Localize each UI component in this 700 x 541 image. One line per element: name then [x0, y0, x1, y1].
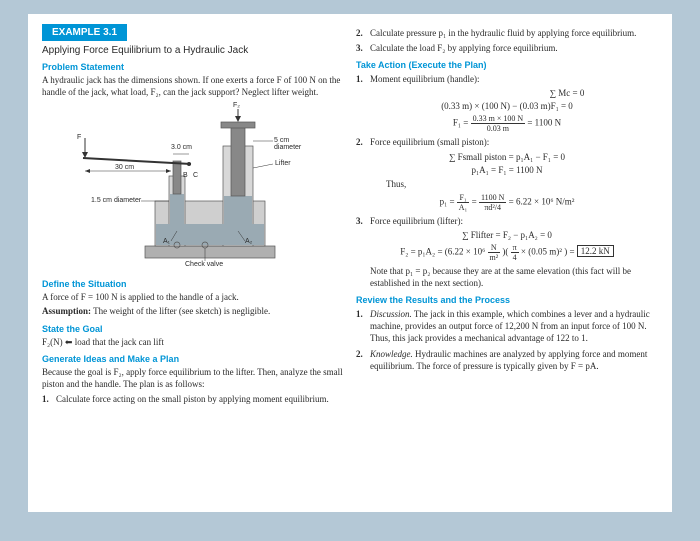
- eq-sum-small: ∑ Fsmall piston = p₁A₁ − F₁ = 0: [356, 152, 658, 162]
- step-num: 2.: [356, 348, 370, 372]
- plan-step-3: 3. Calculate the load F₂ by applying for…: [356, 42, 658, 54]
- example-tag: EXAMPLE 3.1: [42, 24, 127, 41]
- page: EXAMPLE 3.1 Applying Force Equilibrium t…: [28, 14, 672, 512]
- state-pre: F₂(N): [42, 337, 65, 347]
- frac-pi4: π4: [511, 243, 519, 262]
- eq-pa: p₁A₁ = F₁ = 1100 N: [356, 165, 658, 175]
- assumption-text: The weight of the lifter (see sketch) is…: [91, 306, 270, 316]
- define-heading: Define the Situation: [42, 279, 344, 289]
- step-body: Discussion. The jack in this example, wh…: [370, 308, 658, 344]
- step-num: 3.: [356, 215, 370, 227]
- label-15cm: 1.5 cm diameter: [91, 197, 141, 204]
- review-2: 2. Knowledge. Hydraulic machines are ana…: [356, 348, 658, 372]
- label-b: B: [183, 172, 188, 179]
- page-title: Applying Force Equilibrium to a Hydrauli…: [42, 45, 344, 56]
- action-note: Note that p₁ = p₂ because they are at th…: [356, 265, 658, 289]
- define-assumption: Assumption: The weight of the lifter (se…: [42, 305, 344, 317]
- rhs: = 6.22 × 10⁶ N/m²: [509, 196, 575, 206]
- step-text: Calculate pressure p₁ in the hydraulic f…: [370, 27, 636, 39]
- label-30cm: 30 cm: [115, 164, 134, 171]
- frac: 0.33 m × 100 N0.03 m: [471, 114, 526, 133]
- col-right: 2. Calculate pressure p₁ in the hydrauli…: [356, 24, 658, 502]
- step-text: Calculate force acting on the small pist…: [56, 393, 329, 405]
- step-text: Calculate the load F₂ by applying force …: [370, 42, 558, 54]
- label-check: Check valve: [185, 261, 223, 268]
- state-text: F₂(N) ⬅ load that the jack can lift: [42, 336, 344, 348]
- state-heading: State the Goal: [42, 324, 344, 334]
- review-1: 1. Discussion. The jack in this example,…: [356, 308, 658, 344]
- step-num: 1.: [356, 308, 370, 344]
- review-heading: Review the Results and the Process: [356, 295, 658, 305]
- label-a1: A₁: [163, 238, 170, 245]
- plan-step-2: 2. Calculate pressure p₁ in the hydrauli…: [356, 27, 658, 39]
- step-num: 1.: [42, 393, 56, 405]
- p1-val: 6.22 × 10⁶: [448, 246, 488, 256]
- plan-heading: Generate Ideas and Make a Plan: [42, 354, 344, 364]
- action-step-3: 3. Force equilibrium (lifter):: [356, 215, 658, 227]
- answer-box: 12.2 kN: [577, 245, 614, 257]
- action-step-2: 2. Force equilibrium (small piston):: [356, 136, 658, 148]
- label-5cm: 5 cm diameter: [274, 137, 313, 151]
- eq-moment: (0.33 m) × (100 N) − (0.03 m)F₁ = 0: [356, 101, 658, 111]
- frac-f1a1: F₁A₁: [457, 193, 470, 212]
- problem-heading: Problem Statement: [42, 62, 344, 72]
- rhs: = 1100 N: [527, 118, 561, 128]
- lhs: F₂ = p₁A₂ =: [400, 246, 445, 256]
- eq-f1: F₁ = 0.33 m × 100 N0.03 m = 1100 N: [356, 114, 658, 133]
- action-step-1: 1. Moment equilibrium (handle):: [356, 73, 658, 85]
- step-num: 3.: [356, 42, 370, 54]
- plan-step-1: 1. Calculate force acting on the small p…: [42, 393, 344, 405]
- text: The jack in this example, which combines…: [370, 309, 650, 343]
- frac-nm2: Nm²: [488, 243, 501, 262]
- eq-p1: p₁ = F₁A₁ = 1100 Nπd²/4 = 6.22 × 10⁶ N/m…: [356, 193, 658, 212]
- step-body: Knowledge. Hydraulic machines are analyz…: [370, 348, 658, 372]
- label: Discussion.: [370, 309, 412, 319]
- label-f: F: [77, 134, 81, 141]
- action-heading: Take Action (Execute the Plan): [356, 60, 658, 70]
- step-num: 1.: [356, 73, 370, 85]
- assumption-label: Assumption:: [42, 306, 91, 316]
- label-f2: F₂: [233, 102, 240, 109]
- plan-text: Because the goal is F₂, apply force equi…: [42, 366, 344, 390]
- eq-sum-lifter: ∑ Flifter = F₂ − p₁A₂ = 0: [356, 230, 658, 240]
- step-label: Moment equilibrium (handle):: [370, 73, 479, 85]
- mid: =: [472, 196, 479, 206]
- rest: × (0.05 m)²: [521, 246, 562, 256]
- label: Knowledge.: [370, 349, 413, 359]
- label-a2: A₂: [245, 238, 252, 245]
- step-label: Force equilibrium (lifter):: [370, 215, 463, 227]
- define-text1: A force of F = 100 N is applied to the h…: [42, 291, 344, 303]
- lhs: p₁ =: [440, 196, 457, 206]
- thus: Thus,: [356, 178, 658, 190]
- label-3cm: 3.0 cm: [171, 144, 192, 151]
- problem-text: A hydraulic jack has the dimensions show…: [42, 74, 344, 98]
- label-c: C: [193, 172, 198, 179]
- label-lifter: Lifter: [275, 160, 291, 167]
- state-post: load that the jack can lift: [72, 337, 163, 347]
- eq-sum-m: ∑ Mc = 0: [356, 88, 658, 98]
- step-num: 2.: [356, 136, 370, 148]
- eq-f2: F₂ = p₁A₂ = (6.22 × 10⁶ Nm² )( π4 × (0.0…: [356, 243, 658, 262]
- lhs: F₁ =: [453, 118, 471, 128]
- col-left: EXAMPLE 3.1 Applying Force Equilibrium t…: [42, 24, 344, 502]
- step-num: 2.: [356, 27, 370, 39]
- jack-diagram: F₂ 5 cm diameter F 3.0 cm 30 cm Lifter B…: [73, 106, 313, 271]
- frac-1100: 1100 Nπd²/4: [479, 193, 506, 212]
- step-label: Force equilibrium (small piston):: [370, 136, 489, 148]
